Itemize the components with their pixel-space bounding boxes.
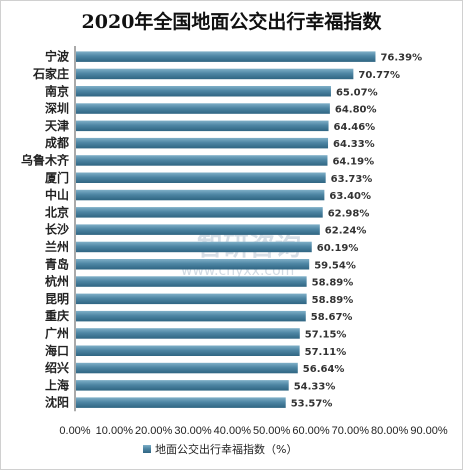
- bar: [76, 293, 307, 305]
- value-label: 64.80%: [335, 105, 377, 116]
- category-label: 石家庄: [32, 66, 69, 81]
- bar: [76, 345, 300, 356]
- bar: [76, 241, 312, 253]
- category-label: 长沙: [45, 222, 69, 237]
- x-tick-label: 40.00%: [214, 425, 252, 437]
- value-label: 64.19%: [332, 156, 374, 167]
- x-tick-label: 50.00%: [253, 425, 291, 437]
- category-label: 杭州: [45, 274, 69, 289]
- chart-title: 2020年全国地面公交出行幸福指数: [81, 11, 382, 33]
- value-label: 59.54%: [314, 260, 356, 271]
- value-label: 63.40%: [329, 191, 371, 202]
- x-tick-label: 80.00%: [371, 425, 409, 437]
- bar: [76, 259, 310, 270]
- category-label: 昆明: [45, 292, 69, 306]
- legend-label: 地面公交出行幸福指数（%）: [155, 442, 297, 456]
- bar: [76, 362, 298, 374]
- bar: [76, 276, 307, 287]
- category-label: 上海: [45, 377, 69, 392]
- category-label: 宁波: [45, 49, 70, 64]
- category-label: 天津: [45, 118, 69, 133]
- bar: [76, 86, 331, 97]
- value-label: 58.89%: [312, 295, 354, 306]
- category-label: 中山: [45, 187, 69, 202]
- value-label: 62.24%: [325, 226, 367, 237]
- x-tick-label: 30.00%: [174, 425, 212, 437]
- bar: [76, 120, 329, 132]
- bar: [76, 68, 354, 80]
- value-label: 57.15%: [305, 329, 347, 340]
- x-tick-label: 10.00%: [96, 425, 134, 437]
- x-tick-label: 60.00%: [292, 425, 330, 437]
- category-label: 成都: [45, 135, 69, 150]
- value-label: 58.67%: [311, 312, 353, 323]
- bar: [76, 137, 329, 149]
- category-label: 深圳: [45, 101, 69, 116]
- bar: [76, 172, 326, 183]
- bar: [76, 189, 325, 201]
- category-label: 青岛: [45, 256, 69, 271]
- bar: [76, 397, 286, 408]
- value-label: 70.77%: [358, 70, 400, 81]
- value-label: 60.19%: [317, 243, 359, 254]
- value-label: 58.89%: [312, 278, 354, 289]
- category-label: 海口: [45, 343, 69, 358]
- x-tick-label: 90.00%: [410, 425, 448, 437]
- bar: [76, 380, 289, 391]
- category-label: 兰州: [45, 239, 69, 254]
- category-label: 南京: [45, 83, 69, 98]
- category-label: 沈阳: [45, 395, 69, 410]
- category-label: 乌鲁木齐: [21, 152, 70, 167]
- value-label: 63.73%: [331, 174, 373, 185]
- category-label: 北京: [45, 204, 69, 219]
- bar: [76, 103, 330, 114]
- bar: [76, 155, 328, 166]
- bar: [76, 51, 376, 62]
- value-label: 54.33%: [294, 381, 336, 392]
- value-label: 62.98%: [328, 208, 370, 219]
- bar: [76, 224, 320, 235]
- value-label: 76.39%: [380, 53, 422, 64]
- x-tick-label: 70.00%: [332, 425, 370, 437]
- legend-swatch: [143, 445, 151, 453]
- category-label: 广州: [45, 325, 69, 340]
- bar: [76, 328, 300, 339]
- bar: [76, 207, 323, 218]
- value-label: 65.07%: [336, 87, 378, 98]
- x-tick-label: 20.00%: [135, 425, 173, 437]
- value-label: 56.64%: [303, 364, 345, 375]
- value-label: 53.57%: [291, 399, 333, 410]
- value-label: 64.33%: [333, 139, 375, 150]
- x-tick-label: 0.00%: [59, 425, 90, 437]
- bar: [76, 310, 306, 322]
- value-label: 64.46%: [334, 122, 376, 133]
- value-label: 57.11%: [305, 347, 347, 358]
- category-label: 厦门: [45, 170, 69, 185]
- category-label: 重庆: [45, 308, 69, 323]
- category-label: 绍兴: [45, 360, 69, 375]
